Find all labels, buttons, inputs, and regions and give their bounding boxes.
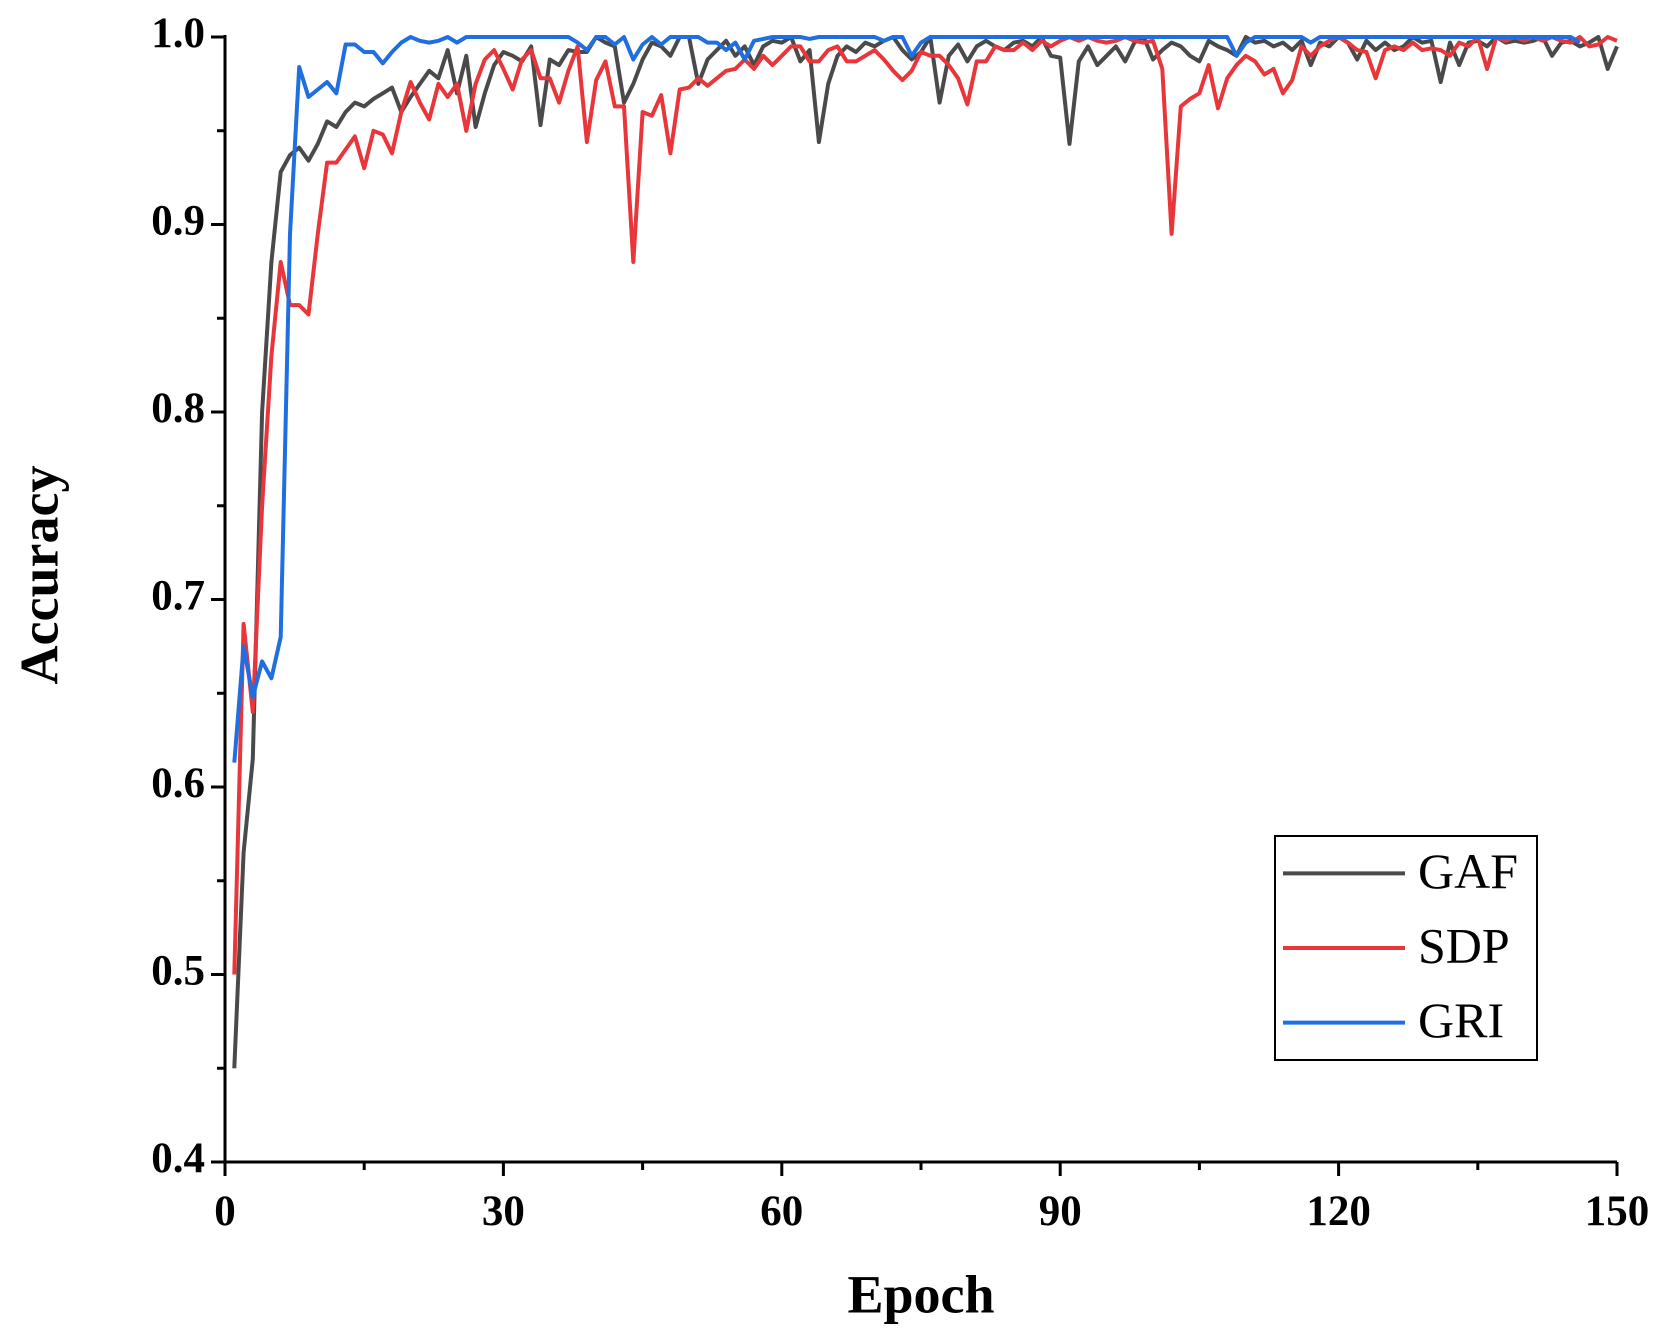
legend-label: SDP	[1418, 917, 1510, 973]
x-tick-label: 60	[760, 1188, 803, 1235]
y-axis-title: Accuracy	[9, 466, 69, 685]
y-tick-label: 1.0	[151, 10, 205, 57]
legend-label: GRI	[1418, 992, 1504, 1048]
series-line	[232, 35, 1581, 763]
x-tick-label: 0	[214, 1188, 236, 1235]
y-tick-label: 0.5	[151, 947, 205, 994]
series-line	[232, 35, 1618, 975]
x-axis-title: Epoch	[847, 1264, 994, 1324]
legend-label: GAF	[1418, 843, 1518, 899]
x-tick-label: 90	[1039, 1188, 1082, 1235]
y-tick-label: 0.4	[151, 1135, 205, 1182]
y-tick-label: 0.8	[151, 385, 205, 432]
y-tick-label: 0.6	[151, 760, 205, 807]
y-tick-label: 0.7	[151, 572, 205, 619]
x-tick-label: 120	[1306, 1188, 1371, 1235]
y-tick-label: 0.9	[151, 197, 205, 244]
x-tick-label: 150	[1585, 1188, 1650, 1235]
x-tick-label: 30	[482, 1188, 525, 1235]
series-line	[232, 35, 1619, 1069]
